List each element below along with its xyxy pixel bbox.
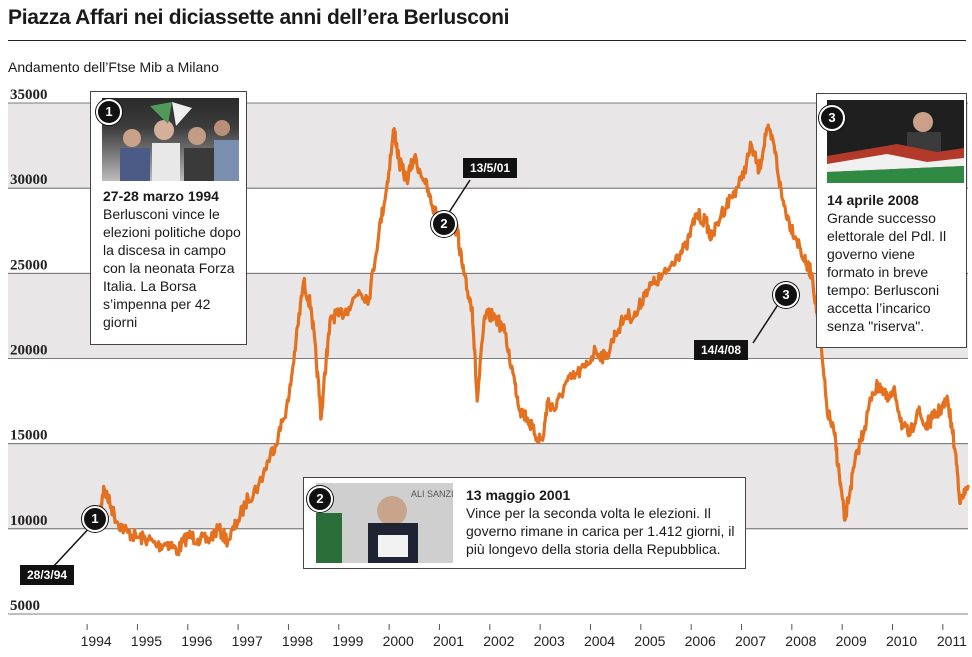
annotation-number-2: 2 [307,486,333,512]
x-tick-2007: 2007 [735,633,766,649]
y-tick-25000: 25000 [10,257,48,273]
chart-subtitle: Andamento dell’Ftse Mib a Milano [8,59,219,75]
x-tick-2005: 2005 [634,633,665,649]
y-axis-ticks: 35000 30000 25000 20000 15000 10000 5000 [10,87,48,614]
leader-line-1 [51,523,94,569]
line-marker-1: 1 [82,506,108,532]
x-tick-2004: 2004 [584,633,615,649]
annotation-box-1: 1 27-28 marzo 1994 Berlusconi vince le e… [90,91,247,345]
x-tick-2003: 2003 [534,633,565,649]
annotation-number-3: 3 [819,105,845,131]
x-tick-2002: 2002 [483,633,514,649]
annotation-heading-1: 27-28 marzo 1994 [103,188,219,204]
y-tick-15000: 15000 [10,428,48,444]
x-tick-1996: 1996 [181,633,212,649]
annotation-heading-2: 13 maggio 2001 [466,487,571,503]
y-tick-35000: 35000 [10,87,48,103]
y-tick-30000: 30000 [10,172,48,188]
line-marker-2: 2 [431,211,457,237]
y-tick-5000: 5000 [10,598,40,614]
x-tick-1997: 1997 [232,633,263,649]
x-tick-2001: 2001 [433,633,464,649]
y-tick-10000: 10000 [10,513,48,529]
x-axis-ticks: 1994 1995 1996 1997 1998 1999 2000 2001 2002 2003… [81,624,967,649]
annotation-box-2: ALI SANZI 2 13 maggio 2001 Vince per la … [303,477,746,569]
annotation-text-2: Vince per la seconda volta le elezioni. … [466,505,735,557]
annotation-text-1: Berlusconi vince le elezioni politiche d… [103,206,241,330]
x-tick-1999: 1999 [332,633,363,649]
x-tick-2011: 2011 [937,633,967,649]
annotation-heading-3: 14 aprile 2008 [827,192,919,208]
date-label-3: 14/4/08 [694,340,749,360]
title-rule [8,40,966,41]
ftse-mib-line [97,123,970,557]
photo-2001-voting: ALI SANZI [316,483,453,563]
x-tick-1994: 1994 [81,633,112,649]
annotation-box-3: 3 14 aprile 2008 Grande successo elettor… [816,93,967,348]
photo-1994-celebration [102,98,239,181]
x-tick-2009: 2009 [836,633,867,649]
x-tick-1998: 1998 [282,633,313,649]
x-tick-2010: 2010 [886,633,917,649]
annotation-text-3: Grande successo elettorale del Pdl. Il g… [827,210,947,334]
photo-2008-flag [827,100,964,183]
leader-line-2 [447,179,471,215]
annotation-number-1: 1 [96,99,122,125]
date-label-2: 13/5/01 [463,158,518,178]
page-title: Piazza Affari nei diciassette anni dell’… [8,6,510,29]
y-tick-20000: 20000 [10,343,48,359]
x-tick-2000: 2000 [383,633,414,649]
photo-ballot-text: ALI SANZI [411,489,453,499]
line-marker-3: 3 [773,282,799,308]
leader-line-3 [752,299,782,344]
date-label-1: 28/3/94 [20,565,75,585]
x-tick-2008: 2008 [785,633,816,649]
x-tick-1995: 1995 [131,633,162,649]
x-tick-2006: 2006 [685,633,716,649]
